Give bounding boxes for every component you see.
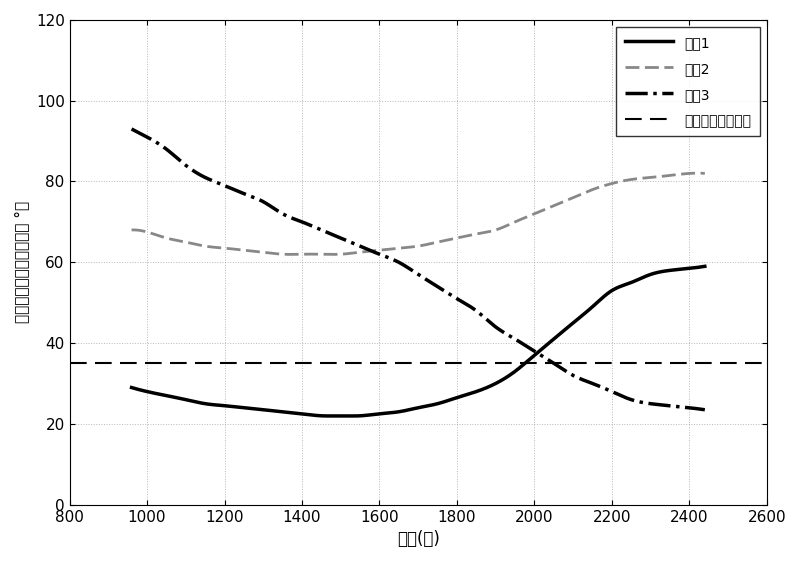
星敏1 bbox=[598, 294, 607, 301]
星敏3 bbox=[437, 286, 446, 293]
X-axis label: 时间(秒): 时间(秒) bbox=[397, 530, 440, 548]
星敏1 bbox=[469, 389, 478, 396]
Y-axis label: 星敏光轴与太阳光夹角（ °）: 星敏光轴与太阳光夹角（ °） bbox=[14, 201, 29, 323]
星敏2 bbox=[438, 238, 448, 244]
星敏1 bbox=[349, 413, 358, 419]
星敏1 bbox=[400, 407, 410, 414]
星敏2 bbox=[126, 226, 136, 233]
星敏2 bbox=[404, 244, 414, 251]
星敏1 bbox=[438, 399, 448, 406]
星敏3 bbox=[686, 405, 696, 411]
Line: 星敏3: 星敏3 bbox=[131, 129, 705, 410]
星敏1 bbox=[126, 384, 136, 391]
星敏2 bbox=[693, 170, 702, 176]
星敏2 bbox=[286, 251, 295, 258]
Line: 星敏2: 星敏2 bbox=[131, 173, 705, 255]
星敏2 bbox=[400, 244, 410, 251]
星敏3 bbox=[126, 125, 136, 132]
星敏2 bbox=[598, 183, 607, 189]
星敏3 bbox=[402, 264, 412, 271]
Legend: 星敏1, 星敏2, 星敏3, 星敏对日视场阈値: 星敏1, 星敏2, 星敏3, 星敏对日视场阈値 bbox=[617, 27, 760, 136]
Line: 星敏1: 星敏1 bbox=[131, 266, 705, 416]
星敏2 bbox=[469, 231, 478, 238]
星敏3 bbox=[399, 262, 409, 269]
星敏2 bbox=[687, 170, 697, 176]
星敏3 bbox=[700, 406, 710, 413]
星敏1 bbox=[700, 263, 710, 270]
星敏2 bbox=[700, 170, 710, 177]
星敏1 bbox=[404, 406, 414, 413]
星敏3 bbox=[597, 384, 606, 391]
星敏3 bbox=[468, 305, 478, 311]
星敏1 bbox=[687, 265, 697, 271]
